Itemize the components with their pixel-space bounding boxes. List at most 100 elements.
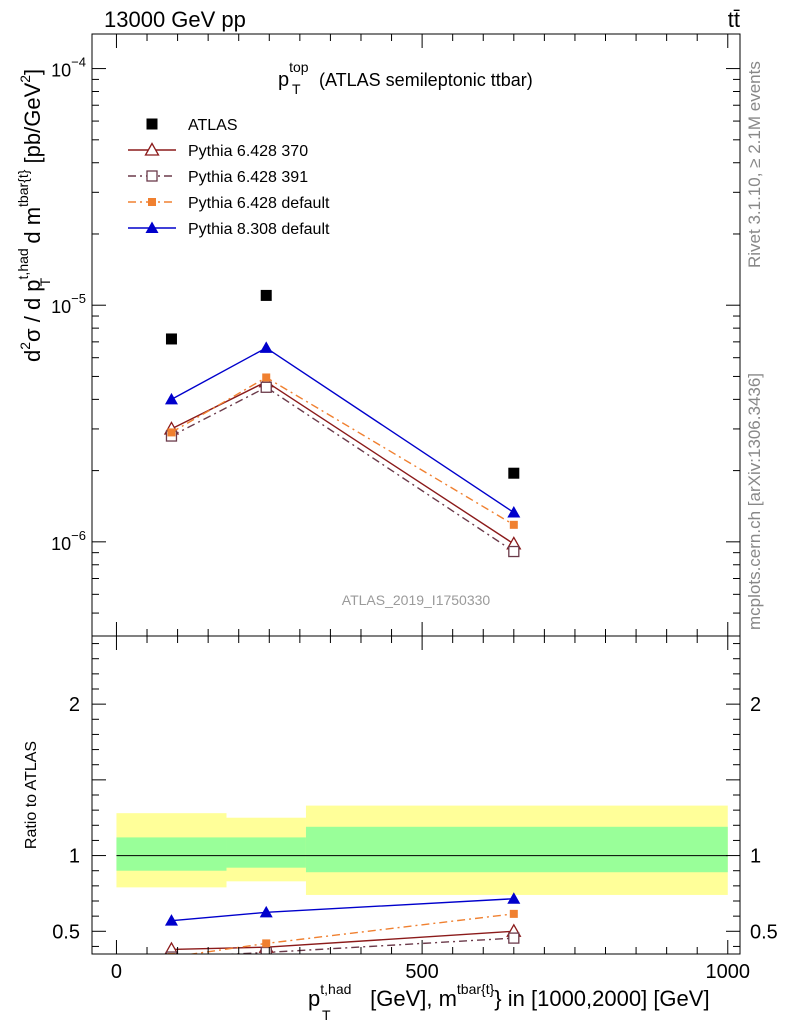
legend-label: ATLAS	[188, 117, 238, 134]
header-right-label: tt̄	[728, 7, 740, 32]
ylabel-part-sup-tbar: tbar{t}	[15, 169, 31, 207]
ratio-series-pythia-6-428-370	[164, 923, 522, 954]
legend-item-atlas: ATLAS	[146, 117, 238, 134]
series-line	[171, 376, 515, 526]
data-point	[164, 914, 178, 926]
series-line	[171, 930, 514, 951]
legend-marker	[148, 198, 156, 206]
series-atlas	[165, 289, 520, 479]
legend-item-pythia-8-308-default: Pythia 8.308 default	[128, 221, 330, 238]
data-point	[508, 545, 520, 558]
ylabel-part-units: [pb/GeV	[20, 82, 45, 169]
legend-marker	[145, 221, 159, 233]
legend-label: Pythia 6.428 370	[188, 143, 308, 160]
ylabel-part-sup-thad: t,had	[15, 248, 31, 279]
ylabel-part-sup-units2: 2	[17, 75, 33, 83]
series-line	[171, 347, 515, 514]
data-point	[260, 381, 272, 393]
xlabel-part-range: } in [1000,2000] [GeV]	[494, 986, 709, 1011]
ratio-series-pythia-6-428-391	[165, 932, 520, 954]
legend-marker	[146, 118, 158, 130]
series-pythia-8-308-default	[164, 341, 521, 518]
title-main: p	[278, 69, 289, 91]
legend-item-pythia-6-428-370: Pythia 6.428 370	[128, 142, 308, 160]
legend-item-pythia-6-428-default: Pythia 6.428 default	[128, 195, 330, 212]
main-y-axis: 10−6 10−5 10−4	[51, 55, 740, 637]
ylabel-part-sup2: 2	[17, 342, 33, 350]
legend-label: Pythia 8.308 default	[188, 221, 330, 238]
ratio-y-axis: 0.5 0.5 1 1 2 2	[52, 643, 778, 947]
y-tick-label: 10−6	[51, 528, 86, 554]
legend-label: Pythia 6.428 391	[188, 169, 308, 186]
data-point	[165, 333, 177, 345]
legend-item-pythia-6-428-391: Pythia 6.428 391	[128, 169, 308, 186]
ratio-y-tick-label-left: 2	[69, 694, 80, 716]
data-point	[259, 341, 273, 353]
ratio-marks	[116, 805, 728, 954]
ratio-series-pythia-6-428-default	[167, 909, 518, 954]
series-line	[171, 386, 515, 553]
xlabel-part-units: [GeV], m	[364, 986, 457, 1011]
xlabel-part-subT: T	[322, 1007, 331, 1023]
legend-marker	[146, 170, 158, 182]
uncertainty-band-inner	[226, 837, 306, 868]
ylabel-part-sigma: σ / d p	[20, 279, 45, 342]
ratio-y-tick-label-right: 2	[750, 694, 761, 716]
data-point	[259, 905, 273, 918]
data-point	[164, 941, 179, 954]
ratio-series-pythia-8-308-default	[164, 892, 521, 926]
legend-marker	[144, 142, 160, 156]
ratio-frame	[91, 635, 741, 955]
y-tick-label: 10−4	[51, 55, 86, 81]
ylabel-part-subT: T	[37, 277, 53, 286]
data-point	[260, 946, 272, 954]
ratio-y-tick-label-right: 0.5	[750, 921, 778, 943]
data-point	[260, 289, 272, 301]
series-pythia-6-428-391	[165, 381, 520, 558]
data-point	[509, 520, 518, 529]
ylabel-part-close: ]	[20, 69, 45, 75]
analysis-watermark: ATLAS_2019_I1750330	[342, 592, 491, 608]
data-point	[167, 428, 176, 437]
main-panel: 10−6 10−5 10−4 ptop T (ATLAS semileptonic t…	[15, 33, 741, 637]
xlabel-part-sup-thad: t,had	[320, 981, 351, 997]
title-sup: top	[289, 59, 309, 75]
series-pythia-6-428-370	[163, 373, 522, 550]
data-point	[165, 951, 178, 954]
legend: ATLAS Pythia 6.428 370 Pythia 6.428 391 Pyt…	[128, 117, 330, 238]
data-point	[164, 392, 178, 405]
ratio-x-axis: 0 500 1000	[111, 636, 750, 983]
mcplots-note: mcplots.cern.ch [arXiv:1306.3436]	[745, 373, 764, 630]
data-point	[509, 909, 518, 918]
y-tick-label: 10−5	[51, 291, 86, 317]
series-line	[171, 898, 514, 922]
ylabel-part-d: d	[20, 350, 45, 362]
x-tick-label: 1000	[706, 961, 751, 983]
ylabel-part-dm: d m	[20, 207, 45, 250]
main-marks	[163, 289, 522, 558]
uncertainty-band-inner	[305, 826, 728, 873]
data-point	[508, 932, 520, 944]
series-pythia-6-428-default	[167, 373, 518, 529]
title-sub: T	[292, 81, 301, 97]
ratio-y-label: Ratio to ATLAS	[23, 741, 40, 849]
ratio-y-tick-label-left: 0.5	[52, 921, 80, 943]
ratio-panel: 0.5 0.5 1 1 2 2 0 500 1000 Ratio to ATLAS pt,ha…	[23, 635, 778, 1023]
main-x-ticks	[115, 34, 729, 636]
ratio-y-tick-label-right: 1	[750, 846, 761, 868]
rivet-version-note: Rivet 3.1.10, ≥ 2.1M events	[745, 61, 764, 268]
data-point	[508, 467, 520, 479]
data-point	[262, 939, 271, 948]
data-point	[507, 892, 521, 904]
header-left-label: 13000 GeV pp	[104, 7, 246, 32]
title-rest: (ATLAS semileptonic ttbar)	[314, 70, 533, 90]
data-point	[507, 506, 521, 518]
data-point	[262, 373, 271, 382]
main-y-label: d2σ / d pt,hadT d mtbar{t} [pb/GeV2]	[15, 69, 53, 362]
legend-label: Pythia 6.428 default	[188, 195, 330, 212]
xlabel-part-p: p	[308, 986, 320, 1011]
main-title: ptop T (ATLAS semileptonic ttbar)	[278, 59, 533, 97]
series-line	[171, 380, 515, 545]
series-line	[187, 913, 514, 954]
